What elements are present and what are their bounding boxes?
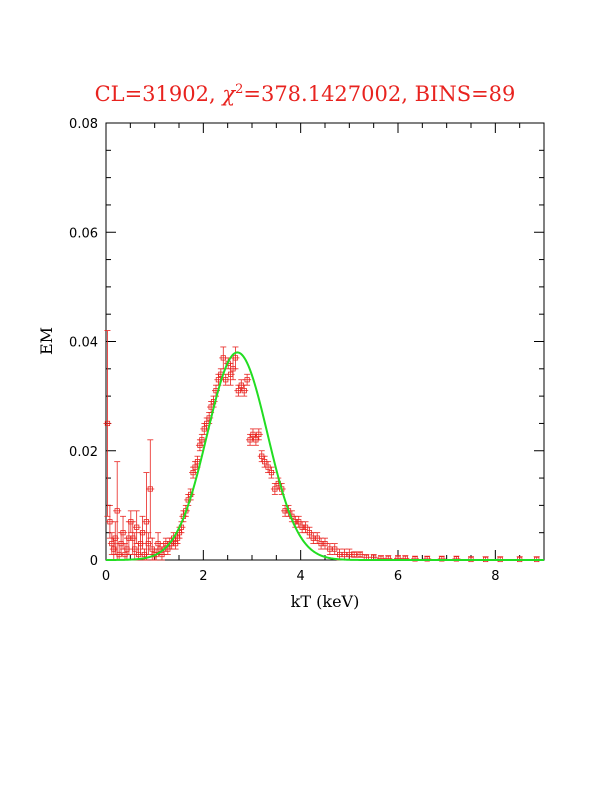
data-marker xyxy=(241,388,247,394)
y-tick-label: 0.06 xyxy=(69,226,98,241)
data-point xyxy=(356,551,365,558)
data-point xyxy=(111,521,120,555)
model-curve xyxy=(106,351,544,561)
y-tick-labels: 0 0.02 0.04 0.06 0.08 xyxy=(69,117,98,569)
y-tick-label: 0.08 xyxy=(69,117,98,132)
x-tick-label: 8 xyxy=(491,569,499,584)
data-point xyxy=(136,532,145,555)
chart-title: CL=31902, χ2=378.1427002, BINS=89 xyxy=(95,82,516,106)
data-point xyxy=(350,551,359,558)
data-marker xyxy=(145,541,151,547)
data-marker xyxy=(132,546,138,552)
data-marker xyxy=(120,530,126,536)
data-marker xyxy=(223,377,229,383)
chart-title-prefix: CL=31902, xyxy=(95,82,223,106)
data-point xyxy=(132,510,141,545)
data-series xyxy=(103,330,541,563)
y-tick-label: 0.02 xyxy=(69,445,98,460)
plot-frame xyxy=(105,122,545,561)
data-marker xyxy=(114,508,120,514)
data-marker xyxy=(412,556,418,562)
data-marker xyxy=(453,556,460,562)
data-marker xyxy=(111,546,117,552)
data-marker xyxy=(357,551,363,558)
data-point xyxy=(119,515,128,550)
data-point xyxy=(130,532,139,561)
x-tick-labels: 0 2 4 6 8 xyxy=(102,569,500,584)
data-marker xyxy=(439,556,445,562)
data-marker xyxy=(147,486,153,492)
data-marker xyxy=(104,420,111,427)
data-point xyxy=(267,466,276,479)
data-point xyxy=(243,373,252,386)
data-point xyxy=(254,428,263,441)
data-marker xyxy=(139,530,146,536)
chart-title-suffix: =378.1427002, BINS=89 xyxy=(243,82,515,106)
y-axis-label: EM xyxy=(37,327,56,355)
data-marker xyxy=(244,377,250,383)
data-marker xyxy=(134,524,140,530)
data-point xyxy=(231,346,240,370)
data-marker xyxy=(424,556,430,562)
x-axis-label: kT (keV) xyxy=(291,592,360,611)
chart-title-chi: χ xyxy=(220,82,236,106)
chart-title-exponent: 2 xyxy=(235,82,243,97)
x-tick-label: 2 xyxy=(199,569,207,584)
y-tick-label: 0 xyxy=(90,554,98,569)
data-point xyxy=(240,384,249,397)
x-tick-label: 0 xyxy=(102,569,110,584)
x-tick-label: 4 xyxy=(297,569,305,584)
data-point xyxy=(146,439,155,539)
data-marker xyxy=(268,469,275,476)
data-marker xyxy=(143,519,149,525)
x-tick-label: 6 xyxy=(394,569,402,584)
data-point xyxy=(138,515,147,550)
data-marker xyxy=(107,519,113,525)
data-marker xyxy=(199,437,205,443)
data-marker xyxy=(232,355,239,361)
axis-ticks xyxy=(105,122,545,561)
data-point xyxy=(103,330,112,517)
y-tick-label: 0.04 xyxy=(69,336,98,351)
data-marker xyxy=(256,431,262,437)
